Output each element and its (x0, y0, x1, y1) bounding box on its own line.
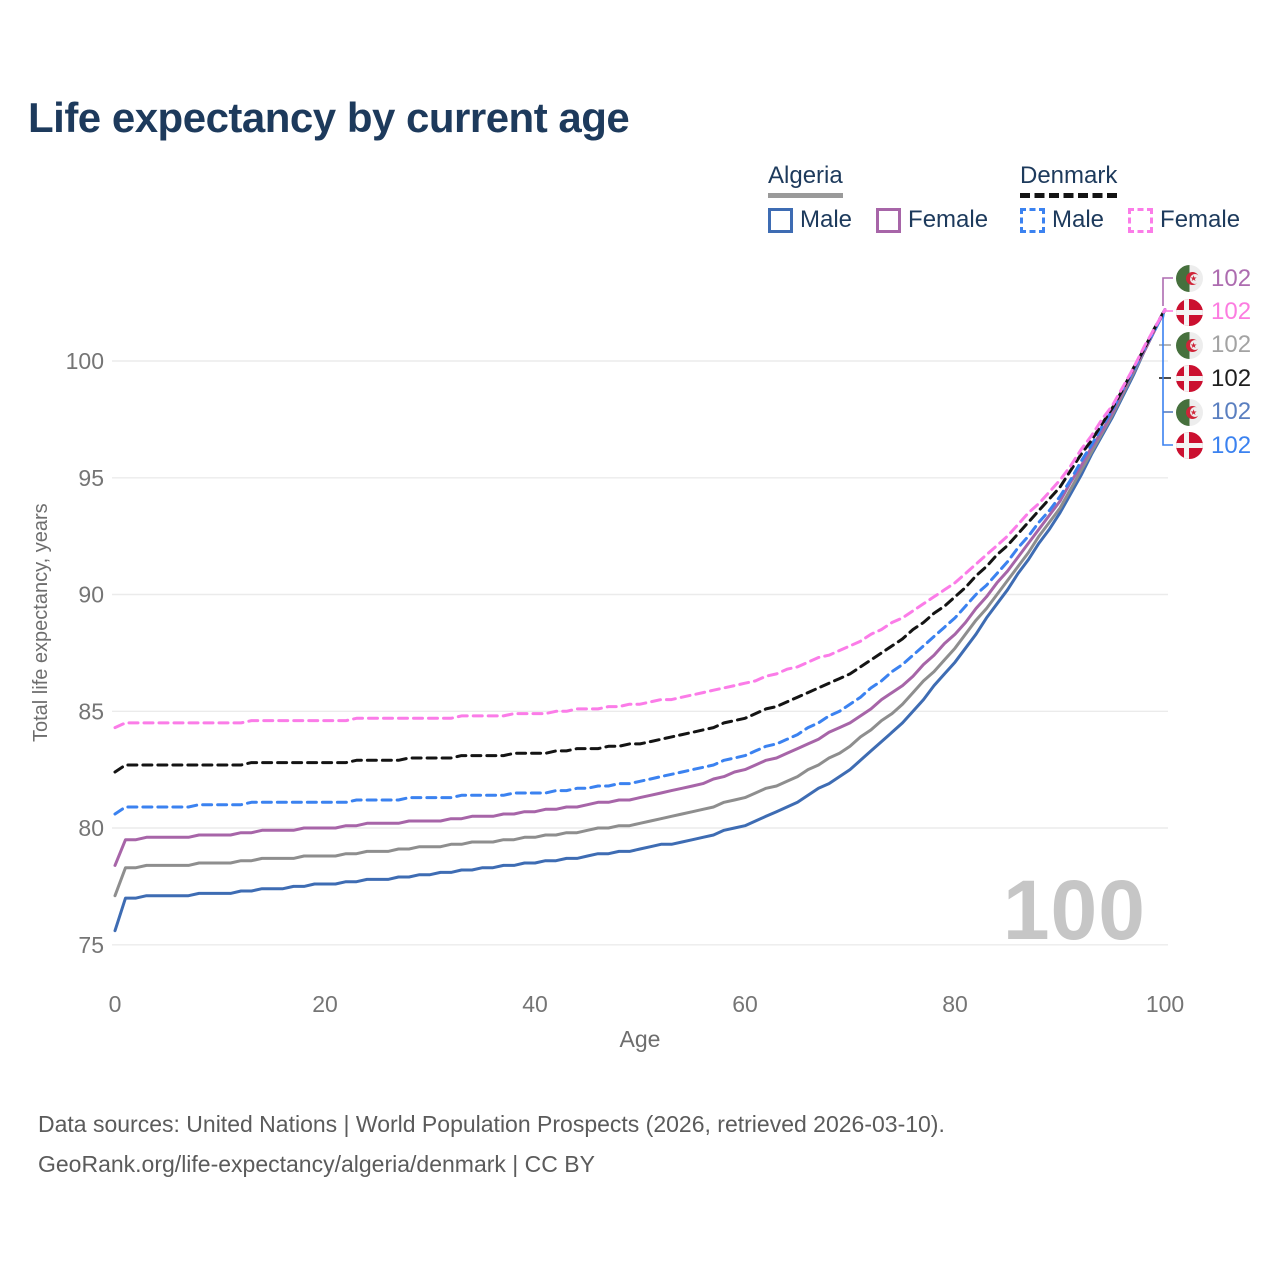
endpoint-denmark-female: 102 (1176, 295, 1251, 328)
svg-text:95: 95 (78, 465, 104, 491)
algeria-flag-icon: ★ (1176, 398, 1203, 426)
legend-item-algeria-male[interactable]: Male (768, 206, 852, 234)
svg-text:20: 20 (312, 991, 338, 1017)
endpoint-value: 102 (1211, 398, 1252, 426)
svg-text:0: 0 (109, 991, 122, 1017)
legend-item-denmark-male[interactable]: Male (1020, 206, 1104, 234)
legend-group-algeria: Algeria Male Female (768, 162, 988, 234)
algeria-flag-icon: ★ (1176, 331, 1203, 359)
legend-country-algeria[interactable]: Algeria (768, 162, 843, 198)
svg-text:90: 90 (78, 582, 104, 608)
endpoint-value: 102 (1211, 431, 1252, 459)
age-counter-watermark: 100 (1002, 863, 1146, 957)
denmark-flag-icon (1176, 298, 1203, 326)
svg-text:100: 100 (66, 348, 104, 374)
svg-text:80: 80 (78, 815, 104, 841)
data-sources-line1: Data sources: United Nations | World Pop… (38, 1111, 945, 1137)
legend-item-denmark-female[interactable]: Female (1128, 206, 1240, 234)
data-sources-line2: GeoRank.org/life-expectancy/algeria/denm… (38, 1151, 595, 1177)
denmark-female-swatch (1128, 207, 1154, 233)
legend-item-label: Male (800, 206, 853, 233)
legend-group-denmark: Denmark Male Female (1020, 162, 1240, 234)
y-axis-label: Total life expectancy, years (30, 503, 52, 743)
line-chart-canvas: 75 80 85 90 95 100 0 20 40 60 80 100 (66, 277, 1184, 1017)
svg-text:60: 60 (732, 991, 758, 1017)
denmark-flag-icon (1176, 365, 1203, 393)
legend-country-denmark[interactable]: Denmark (1020, 162, 1118, 198)
svg-text:40: 40 (522, 991, 548, 1017)
legend-item-label: Female (1160, 206, 1241, 233)
algeria-female-swatch (876, 207, 902, 233)
legend-item-algeria-female[interactable]: Female (876, 206, 988, 234)
algeria-male-swatch (768, 207, 793, 233)
algeria-flag-icon: ★ (1176, 265, 1203, 293)
endpoint-value: 102 (1211, 264, 1252, 292)
svg-text:85: 85 (78, 698, 104, 724)
denmark-male-swatch (1020, 207, 1045, 233)
endpoint-algeria-male: ★ 102 (1176, 396, 1251, 429)
endpoint-value: 102 (1211, 331, 1252, 359)
data-sources: Data sources: United Nations | World Pop… (38, 1104, 945, 1184)
series-endpoint-labels: ★ 102 102 ★ 102 102 ★ 102 (1176, 262, 1251, 462)
svg-text:80: 80 (942, 991, 968, 1017)
endpoint-value: 102 (1211, 364, 1252, 392)
svg-text:75: 75 (78, 932, 104, 958)
endpoint-value: 102 (1211, 298, 1252, 326)
denmark-flag-icon (1176, 432, 1203, 460)
page-title: Life expectancy by current age (28, 94, 630, 141)
endpoint-algeria-female: ★ 102 (1176, 262, 1251, 295)
legend-item-label: Male (1052, 206, 1105, 233)
endpoint-algeria-total: ★ 102 (1176, 329, 1251, 362)
legend-item-label: Female (908, 206, 989, 233)
x-axis-label: Age (619, 1026, 661, 1052)
endpoint-denmark-total: 102 (1176, 362, 1251, 395)
endpoint-denmark-male: 102 (1176, 429, 1251, 462)
svg-text:100: 100 (1146, 991, 1184, 1017)
